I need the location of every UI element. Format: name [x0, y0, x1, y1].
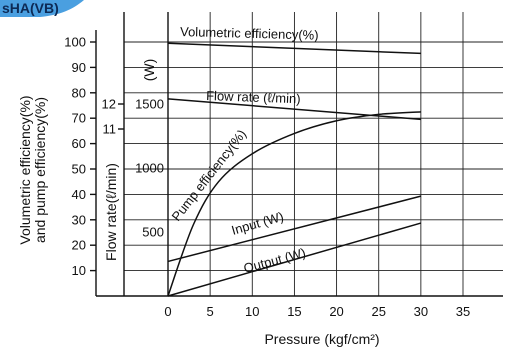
percent-tick-label: 80 [72, 85, 86, 100]
percent-tick-label: 70 [72, 111, 86, 126]
header-tab-shape [0, 0, 84, 17]
x-tick-label: 10 [245, 304, 259, 319]
percent-tick-label: 50 [72, 162, 86, 177]
header-tab: sHA(VB) [0, 0, 84, 17]
percent-tick-label: 40 [72, 187, 86, 202]
watts-tick-label: 500 [142, 225, 164, 240]
percent-axis-title: Volumetric efficiency(%)and pump efficie… [17, 95, 48, 244]
series-label-2: Pump efficiency(%) [169, 127, 250, 224]
series-line-2 [167, 111, 421, 297]
series-label-1: Flow rate (ℓ/min) [206, 88, 301, 106]
series [167, 42, 422, 297]
series-label-0: Volumetric efficiency(%) [180, 24, 319, 43]
watts-tick-label: 1000 [135, 161, 164, 176]
series-line-4 [167, 222, 422, 297]
watts-tick-label: 1500 [135, 97, 164, 112]
x-axis-title: Pressure (kgf/cm²) [264, 331, 379, 347]
x-tick-label: 35 [456, 304, 470, 319]
x-tick-label: 15 [287, 304, 301, 319]
percent-tick-label: 20 [72, 238, 86, 253]
x-tick-label: 25 [371, 304, 385, 319]
percent-tick-label: 60 [72, 136, 86, 151]
flowrate-axis-title: Flow rate(ℓ/min) [103, 163, 119, 261]
flowrate-tick-label: 12 [102, 97, 116, 112]
percent-tick-label: 10 [72, 263, 86, 278]
series-line-3 [167, 195, 422, 263]
series-label-4: Output (W) [242, 245, 307, 276]
x-tick-label: 20 [329, 304, 343, 319]
watts-axis-title: (W) [141, 59, 157, 82]
flowrate-tick-label: 11 [103, 122, 117, 137]
series-line-1 [167, 98, 421, 121]
header-tab-label: sHA(VB) [2, 0, 59, 16]
x-tick-label: 0 [164, 304, 171, 319]
tick-labels: 10 20 30 40 50 60 70 80 90 100 11 12 500 1000 1500 0 5 10… [64, 35, 470, 320]
x-tick-label: 30 [414, 304, 428, 319]
percent-tick-label: 100 [64, 35, 86, 50]
percent-tick-label: 90 [72, 60, 86, 75]
series-line-0 [167, 42, 421, 55]
axes [90, 12, 503, 297]
percent-tick-label: 30 [72, 212, 86, 227]
x-tick-label: 5 [207, 304, 214, 319]
